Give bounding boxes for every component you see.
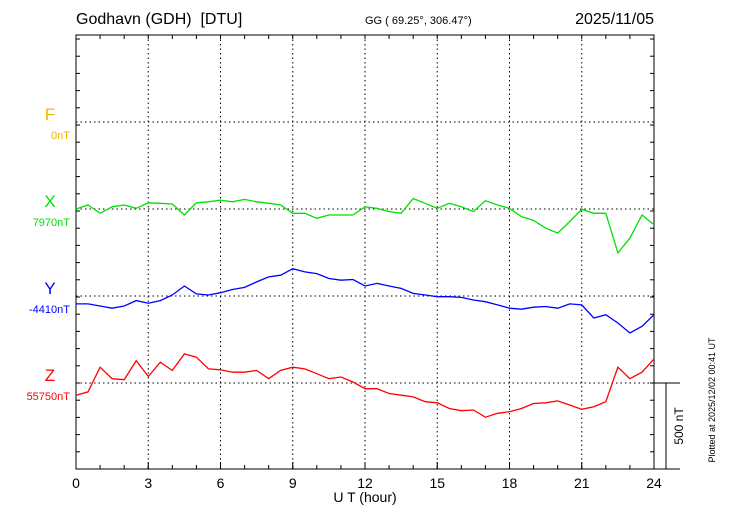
scale-label: 500 nT: [672, 407, 686, 445]
x-tick-label: 21: [574, 475, 590, 491]
baseline-label-y: -4410nT: [29, 304, 70, 316]
baseline-label-z: 55750nT: [27, 391, 71, 403]
baseline-label-x: 7970nT: [33, 217, 71, 229]
date: 2025/11/05: [575, 11, 654, 28]
x-tick-label: 24: [646, 475, 662, 491]
x-axis-label: U T (hour): [333, 489, 396, 505]
series-line-z: [75, 353, 655, 418]
series-line-y: [76, 268, 655, 334]
station-title: Godhavn (GDH) [DTU]: [76, 11, 243, 28]
x-tick-label: 15: [429, 475, 445, 491]
x-tick-label: 9: [289, 475, 297, 491]
series-line-x: [75, 197, 655, 255]
coordinates: GG ( 69.25°, 306.47°): [365, 15, 472, 27]
x-tick-label: 18: [502, 475, 518, 491]
x-tick-label: 3: [144, 475, 152, 491]
x-tick-label: 12: [357, 475, 373, 491]
series-name-f: F: [45, 105, 55, 124]
series-name-x: X: [44, 192, 55, 211]
series-name-z: Z: [45, 366, 55, 385]
plotted-at-footer: Plotted at 2025/12/02 00:41 UT: [707, 337, 717, 463]
baseline-label-f: 0nT: [51, 130, 70, 142]
x-tick-label: 6: [217, 475, 225, 491]
series-name-y: Y: [44, 279, 55, 298]
x-tick-label: 0: [72, 475, 80, 491]
